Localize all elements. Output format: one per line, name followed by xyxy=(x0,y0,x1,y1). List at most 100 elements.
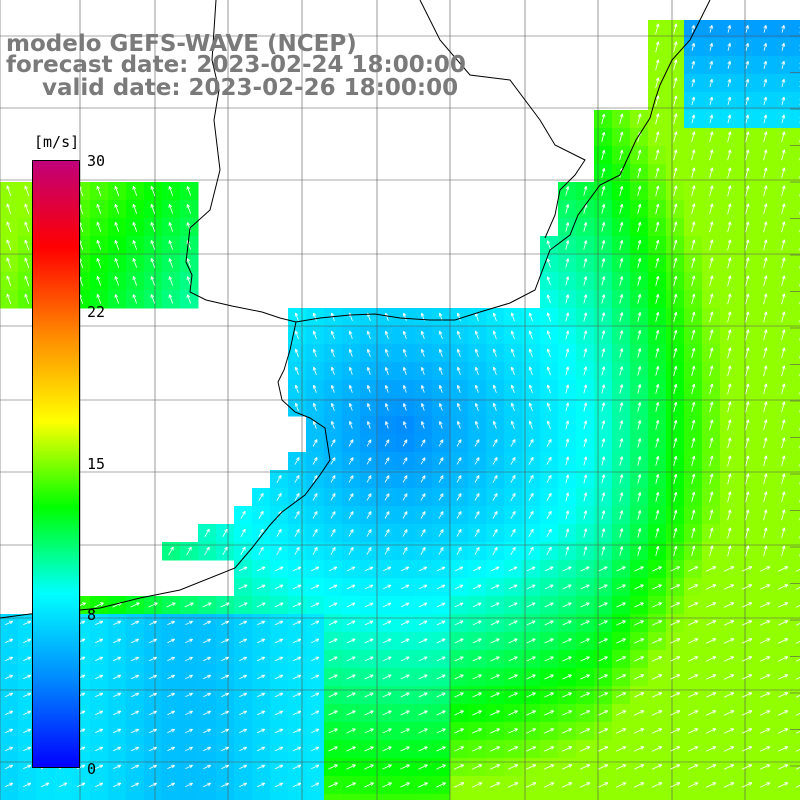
wind-arrow xyxy=(637,257,642,268)
wind-arrow xyxy=(637,149,642,161)
wind-arrow xyxy=(583,330,588,340)
wind-arrow xyxy=(763,257,768,269)
wind-arrow xyxy=(655,41,660,53)
wind-vectors xyxy=(5,23,800,788)
wind-arrow xyxy=(763,131,768,143)
wind-arrow xyxy=(619,221,624,232)
wind-cell xyxy=(54,794,73,800)
wind-arrow xyxy=(96,221,102,232)
wind-arrow xyxy=(96,185,102,197)
wind-cell xyxy=(684,794,703,800)
wind-arrow xyxy=(601,276,606,286)
wind-arrow xyxy=(546,258,551,268)
wind-arrow xyxy=(565,204,570,214)
wind-arrow xyxy=(673,23,678,35)
wind-cell xyxy=(792,614,800,633)
wind-arrow xyxy=(763,185,768,197)
wind-arrow xyxy=(709,167,714,179)
wind-cell xyxy=(90,794,109,800)
wind-arrow xyxy=(601,294,606,304)
wind-cell xyxy=(792,20,800,39)
wind-cell xyxy=(378,794,397,800)
wind-cell xyxy=(792,326,800,345)
wind-cell xyxy=(792,668,800,687)
wind-arrow xyxy=(294,312,299,322)
wind-arrow xyxy=(781,329,786,341)
wind-arrow xyxy=(781,275,786,287)
wind-cell xyxy=(432,794,451,800)
wind-arrow xyxy=(583,294,588,304)
wind-arrow xyxy=(312,330,317,340)
wind-arrow xyxy=(763,293,768,305)
wind-cell xyxy=(306,794,325,800)
wind-arrow xyxy=(691,60,696,69)
wind-cell xyxy=(36,794,55,800)
wind-arrow xyxy=(727,42,732,51)
colorbar-tick-15: 15 xyxy=(87,455,106,473)
wind-arrow xyxy=(114,240,120,250)
wind-arrow xyxy=(294,330,299,340)
wind-arrow xyxy=(114,276,120,286)
wind-cell xyxy=(756,794,775,800)
wind-arrow xyxy=(727,114,732,124)
wind-arrow xyxy=(691,25,696,33)
wind-arrow xyxy=(96,257,102,268)
wind-arrow xyxy=(709,25,714,33)
wind-arrow xyxy=(727,311,732,323)
wind-cell xyxy=(288,794,307,800)
wind-cell xyxy=(792,164,800,183)
wind-arrow xyxy=(709,149,714,161)
wind-cell xyxy=(468,794,487,800)
wind-cell xyxy=(792,398,800,417)
wind-arrow xyxy=(655,293,660,304)
wind-cell xyxy=(792,416,800,435)
wind-arrow xyxy=(745,167,750,179)
wind-arrow xyxy=(168,240,174,250)
wind-arrow xyxy=(727,329,732,341)
wind-arrow xyxy=(673,311,678,323)
wind-arrow xyxy=(781,293,786,305)
wind-cell xyxy=(792,758,800,777)
wind-arrow xyxy=(691,221,696,233)
wind-arrow xyxy=(565,312,570,322)
wind-arrow xyxy=(546,240,551,250)
wind-arrow xyxy=(691,257,696,269)
wind-arrow xyxy=(781,78,786,88)
wind-arrow xyxy=(727,185,732,197)
wind-arrow xyxy=(673,293,678,305)
wind-arrow xyxy=(709,131,714,143)
wind-arrow xyxy=(763,275,768,287)
wind-arrow xyxy=(637,312,642,322)
wind-cell xyxy=(792,110,800,129)
wind-arrow xyxy=(150,258,156,268)
wind-arrow xyxy=(691,149,696,161)
colorbar-unit: [m/s] xyxy=(34,133,80,151)
wind-arrow xyxy=(745,275,750,287)
wind-cell xyxy=(792,74,800,93)
wind-arrow xyxy=(745,131,750,143)
wind-arrow xyxy=(709,42,714,51)
wind-arrow xyxy=(150,276,156,286)
wind-cell xyxy=(702,794,721,800)
wind-cell xyxy=(342,794,361,800)
wind-arrow xyxy=(132,294,138,304)
wind-arrow xyxy=(673,77,678,89)
wind-arrow xyxy=(637,294,642,304)
wind-cell xyxy=(450,794,469,800)
wind-arrow xyxy=(619,258,624,268)
wind-arrow xyxy=(727,257,732,269)
wind-arrow xyxy=(709,78,714,88)
wind-cell xyxy=(18,794,37,800)
wind-cell xyxy=(270,794,289,800)
wind-arrow xyxy=(583,222,588,232)
colorbar-tick-30: 30 xyxy=(87,152,106,170)
wind-arrow xyxy=(619,113,624,125)
wind-arrow xyxy=(745,42,750,51)
wind-arrow xyxy=(727,60,732,69)
wind-arrow xyxy=(583,276,588,286)
wind-cell xyxy=(792,686,800,705)
wind-cell xyxy=(792,218,800,237)
wind-arrow xyxy=(565,258,570,268)
wind-arrow xyxy=(565,330,570,340)
wind-arrow xyxy=(691,311,696,323)
